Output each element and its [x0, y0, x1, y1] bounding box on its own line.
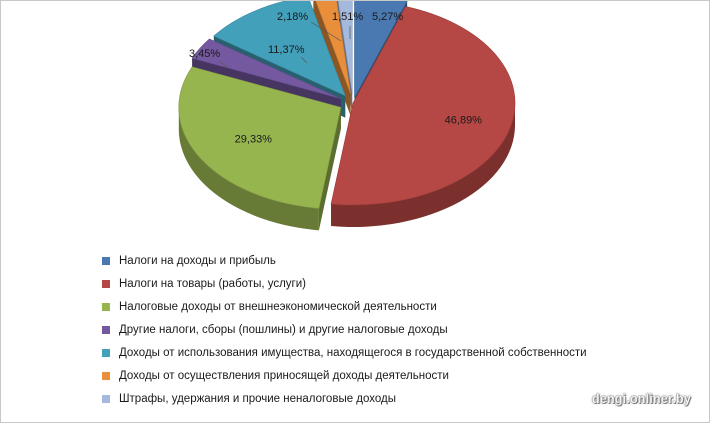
legend-label: Налоги на доходы и прибыль: [119, 254, 276, 267]
slice-value-label: 5,27%: [372, 11, 403, 23]
pie-slice-side: [331, 103, 515, 227]
pie-slice: [315, 1, 351, 94]
pie-slice: [330, 6, 516, 206]
watermark: dengi.onliner.by: [591, 392, 691, 406]
legend-label: Налоговые доходы от внешнеэкономической …: [119, 300, 437, 313]
legend-swatch: [102, 256, 110, 265]
legend-item: Доходы от осуществления приносящей доход…: [102, 364, 662, 387]
legend-item: Налоги на товары (работы, услуги): [102, 272, 662, 295]
legend-label: Штрафы, удержания и прочие неналоговые д…: [119, 392, 397, 405]
legend-swatch: [102, 394, 110, 403]
pie-slice-side: [178, 107, 319, 231]
legend-swatch: [102, 371, 110, 380]
legend-item: Налоги на доходы и прибыль: [102, 249, 662, 272]
leader-line: [310, 21, 342, 42]
pie-slice: [354, 1, 408, 98]
legend-label: Налоги на товары (работы, услуги): [119, 277, 307, 290]
legend-swatch: [102, 348, 110, 357]
pie-slice-edge: [318, 107, 341, 231]
slice-value-label: 2,18%: [277, 11, 308, 23]
slice-value-label: 1,51%: [332, 11, 363, 23]
legend-swatch: [102, 325, 110, 334]
legend-item: Другие налоги, сборы (пошлины) и другие …: [102, 318, 662, 341]
legend-swatch: [102, 302, 110, 311]
slice-value-label: 11,37%: [268, 44, 305, 56]
pie-slice: [178, 66, 342, 209]
leader-line: [218, 60, 228, 68]
pie-slice: [191, 38, 341, 99]
chart-legend: Налоги на доходы и прибыль Налоги на това…: [102, 249, 662, 410]
legend-item: Налоговые доходы от внешнеэкономической …: [102, 295, 662, 318]
legend-label: Другие налоги, сборы (пошлины) и другие …: [119, 323, 448, 336]
slice-value-label: 3,45%: [189, 48, 220, 60]
legend-item: Доходы от использования имущества, наход…: [102, 341, 662, 364]
pie-slice: [337, 1, 353, 94]
slice-value-label: 46,89%: [445, 115, 483, 127]
slice-value-label: 29,33%: [235, 133, 273, 145]
legend-item: Штрафы, удержания и прочие неналоговые д…: [102, 387, 662, 410]
legend-swatch: [102, 279, 110, 288]
leader-line: [300, 56, 308, 64]
legend-label: Доходы от использования имущества, наход…: [119, 346, 587, 359]
pie-slice: [213, 1, 346, 97]
legend-label: Доходы от осуществления приносящей доход…: [119, 369, 449, 382]
